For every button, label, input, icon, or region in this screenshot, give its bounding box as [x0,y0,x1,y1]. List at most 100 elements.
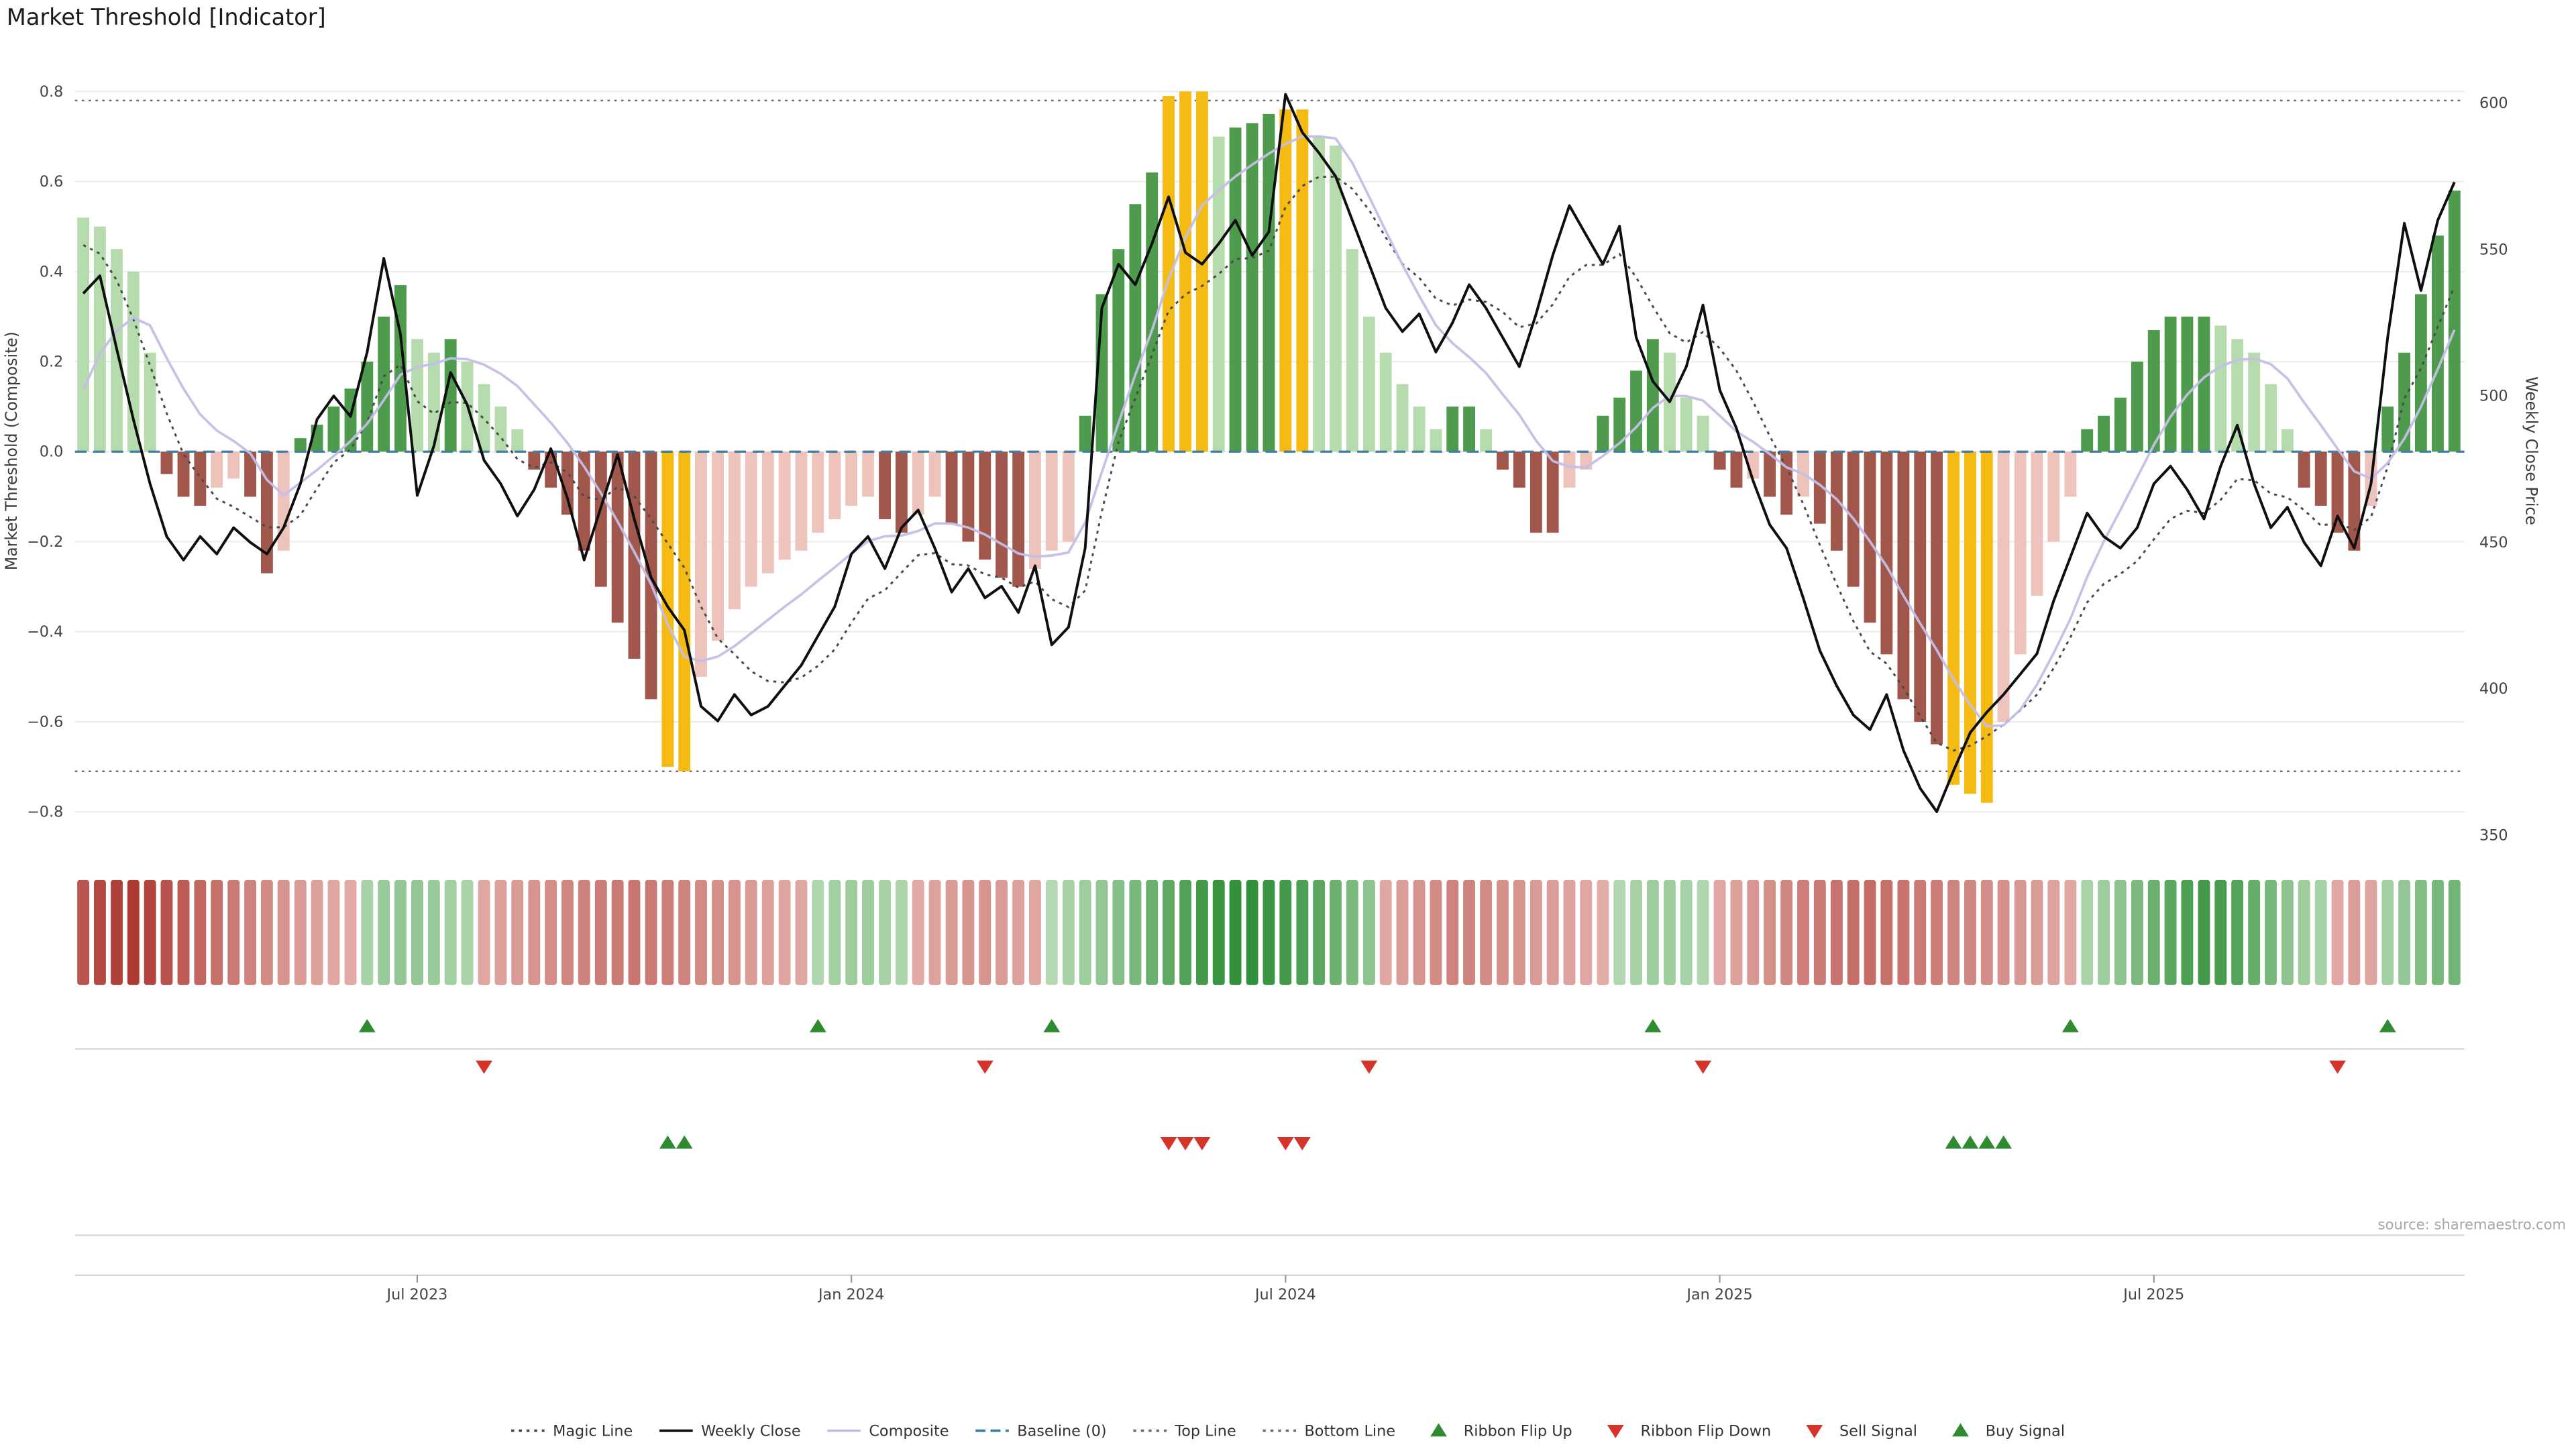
ribbon-cell [1797,879,1809,985]
composite-bar [1980,451,1993,803]
ribbon-cell [912,879,924,985]
composite-bar [979,451,991,560]
ribbon-cell [828,879,841,985]
ribbon-cell [444,879,457,985]
composite-bar [678,451,691,771]
composite-bar [962,451,975,542]
composite-bar [2098,415,2110,452]
ribbon-cell [177,879,190,985]
composite-bar [177,451,190,497]
ribbon-cell [1697,879,1709,985]
ribbon-cell [1813,879,1826,985]
buy-signal-marker [1962,1135,1979,1149]
ribbon-cell [2198,879,2210,985]
ribbon-cell [1780,879,1793,985]
legend-glyph-triangle-up-icon [1430,1423,1447,1437]
ribbon-cell [1480,879,1493,985]
composite-bar [1413,407,1426,452]
composite-bar [1730,451,1743,488]
composite-bar [778,451,791,560]
composite-bar [1179,91,1192,452]
composite-bar [1079,415,1091,452]
composite-bar [361,362,374,452]
ribbon-cell [2214,879,2227,985]
legend-glyph-triangle-up-icon [1952,1423,1969,1437]
ribbon-cell [761,879,774,985]
ribbon-cell [1146,879,1159,985]
ribbon-cell [427,879,440,985]
ribbon-cell [1379,879,1392,985]
sell-signal-marker [1160,1137,1177,1150]
composite-bar [561,451,574,515]
composite-bar [2398,352,2411,452]
ribbon-cell [160,879,173,985]
composite-bar [1045,451,1058,551]
ribbon-cell [461,879,474,985]
ribbon-cell [111,879,123,985]
ribbon-cell [2231,879,2244,985]
weekly-close-line [82,93,2456,813]
composite-bar [1029,451,1041,569]
ribbon-flip-up-marker [358,1018,376,1032]
composite-bar [1112,249,1125,452]
ribbon-cell [1396,879,1409,985]
ribbon-flip-down-marker [1360,1060,1378,1074]
ribbon-cell [1112,879,1125,985]
ribbon-cell [695,879,707,985]
legend-item: Composite [827,1423,949,1440]
ribbon-cell [945,879,958,985]
ribbon-cell [2164,879,2177,985]
ribbon-cell [1229,879,1242,985]
composite-bar [578,451,590,551]
ribbon-cell [1296,879,1309,985]
composite-bar [928,451,941,497]
buy-signal-marker [1945,1135,1962,1149]
composite-bar [2448,191,2461,452]
ribbon-flip-up-marker [2061,1018,2079,1032]
ribbon-cell [1897,879,1910,985]
composite-bar [879,451,891,519]
sell-signal-marker [1193,1137,1211,1150]
composite-bar [211,451,223,488]
ribbon-cell [1045,879,1058,985]
ribbon-cell [2098,879,2110,985]
composite-bar [1330,145,1342,452]
ribbon-cell [1029,879,1041,985]
ribbon-cell [1914,879,1927,985]
composite-bar [2314,451,2327,506]
composite-bar [2381,407,2394,452]
ribbon-cell [2448,879,2461,985]
ribbon-cell [928,879,941,985]
signal-markers [358,1018,2396,1150]
ribbon-flip-down-marker [1695,1060,1712,1074]
composite-bar [494,407,507,452]
composite-bar [194,451,207,506]
composite-bar [244,451,257,497]
composite-bar [845,451,858,506]
ribbon-flip-up-marker [809,1018,826,1032]
ribbon-cell [277,879,290,985]
ribbon-cell [2081,879,2094,985]
legend-item: Magic Line [511,1423,633,1440]
ribbon-cell [1529,879,1542,985]
ribbon-cell [1279,879,1292,985]
ribbon-cell [1179,879,1192,985]
ribbon-cell [1597,879,1609,985]
ribbon-cell [2314,879,2327,985]
composite-bar [1897,451,1910,700]
composite-bar [1212,136,1225,452]
legend-item: Weekly Close [659,1423,801,1440]
ribbon-cell [378,879,390,985]
left-axis-tick: 0.6 [40,173,64,191]
composite-bar [1463,407,1476,452]
composite-bar [1646,339,1659,452]
x-axis-tick-label: Jul 2024 [1254,1286,1316,1303]
left-axis-tick: 0.4 [40,263,64,280]
left-axis-tick: −0.8 [27,804,63,821]
ribbon-cell [260,879,273,985]
ribbon-cell [1931,879,1943,985]
composite-bar [828,451,841,519]
legend-item-label: Composite [869,1423,949,1440]
legend-item: Top Line [1133,1423,1236,1440]
ribbon-cell [2064,879,2077,985]
